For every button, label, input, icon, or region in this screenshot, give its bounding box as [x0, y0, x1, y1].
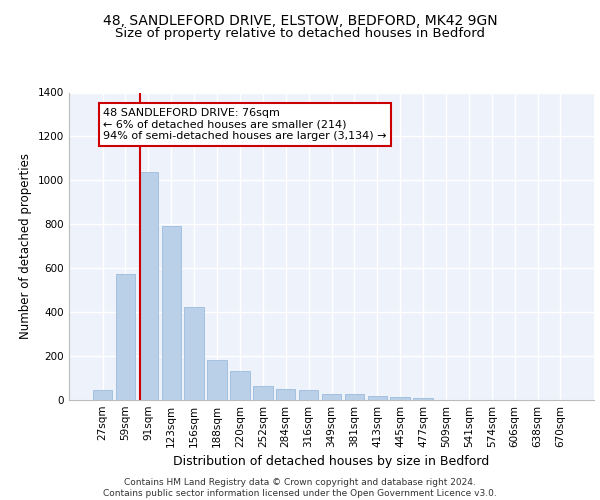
Text: Contains HM Land Registry data © Crown copyright and database right 2024.
Contai: Contains HM Land Registry data © Crown c… — [103, 478, 497, 498]
Y-axis label: Number of detached properties: Number of detached properties — [19, 153, 32, 339]
Bar — [139, 172, 158, 400]
X-axis label: Distribution of detached houses by size in Bedford: Distribution of detached houses by size … — [173, 456, 490, 468]
Bar — [322, 394, 341, 400]
Bar — [93, 390, 112, 400]
Bar — [253, 386, 272, 400]
Bar — [299, 390, 319, 400]
Bar — [391, 398, 410, 400]
Bar — [161, 226, 181, 400]
Bar — [413, 398, 433, 400]
Text: 48, SANDLEFORD DRIVE, ELSTOW, BEDFORD, MK42 9GN: 48, SANDLEFORD DRIVE, ELSTOW, BEDFORD, M… — [103, 14, 497, 28]
Bar — [344, 394, 364, 400]
Bar — [230, 372, 250, 400]
Bar — [368, 396, 387, 400]
Text: Size of property relative to detached houses in Bedford: Size of property relative to detached ho… — [115, 28, 485, 40]
Bar — [276, 390, 295, 400]
Text: 48 SANDLEFORD DRIVE: 76sqm
← 6% of detached houses are smaller (214)
94% of semi: 48 SANDLEFORD DRIVE: 76sqm ← 6% of detac… — [103, 108, 386, 141]
Bar — [208, 360, 227, 400]
Bar — [116, 274, 135, 400]
Bar — [184, 306, 204, 400]
